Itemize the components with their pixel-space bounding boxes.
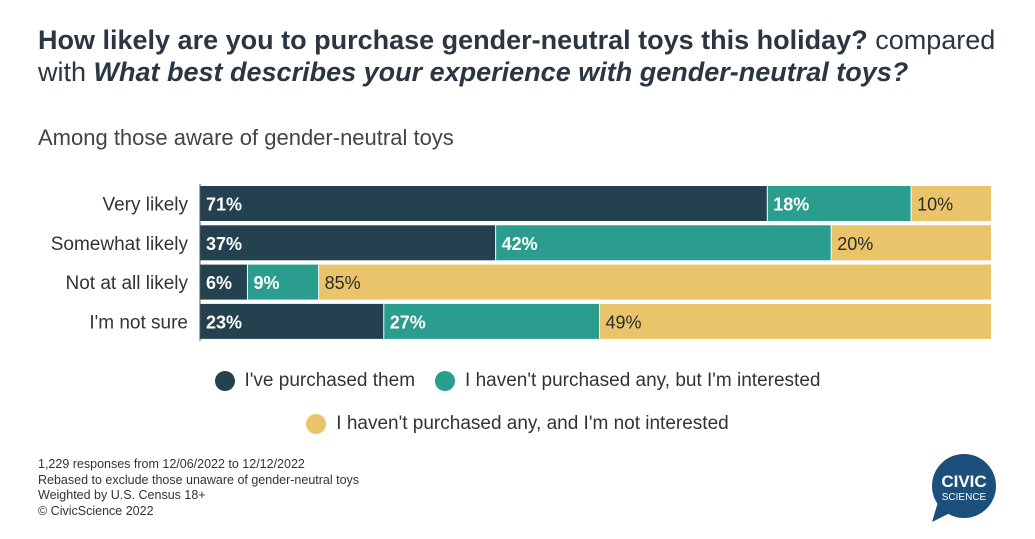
category-label: Somewhat likely <box>51 234 189 255</box>
bar-segment-not-interested <box>599 303 991 339</box>
bar-segment-interested <box>495 225 832 261</box>
civicscience-logo: CIVIC SCIENCE <box>932 454 996 522</box>
data-label-not-interested: 20% <box>837 234 873 254</box>
footnote-copyright: © CivicScience 2022 <box>38 503 154 518</box>
data-label-interested: 18% <box>773 195 809 215</box>
legend-label-not-interested: I haven't purchased any, and I'm not int… <box>336 413 729 434</box>
legend-dot-purchased <box>214 371 235 391</box>
data-label-purchased: 23% <box>206 312 242 332</box>
title-question-1: How likely are you to purchase gender-ne… <box>38 25 868 55</box>
chart-subtitle: Among those aware of gender-neutral toys <box>38 125 454 150</box>
logo-bubble <box>932 454 996 518</box>
category-label: Not at all likely <box>66 273 189 294</box>
bar-segment-purchased <box>200 264 248 300</box>
legend-item-purchased: I've purchased them <box>214 370 416 392</box>
bar-segment-not-interested <box>318 264 991 300</box>
chart-title: How likely are you to purchase gender-ne… <box>38 24 998 88</box>
legend-row-1: I've purchased them I haven't purchased … <box>0 370 1035 392</box>
title-connector: compared with <box>38 25 996 87</box>
legend-row-2: I haven't purchased any, and I'm not int… <box>0 413 1035 435</box>
data-label-purchased: 71% <box>206 195 242 215</box>
bar-segment-not-interested <box>911 186 991 221</box>
bar-segment-interested <box>767 186 912 221</box>
bar-segment-not-interested <box>831 225 991 261</box>
footnote-rebased: Rebased to exclude those unaware of gend… <box>38 472 360 487</box>
data-label-interested: 27% <box>390 312 426 332</box>
data-label-not-interested: 49% <box>605 312 641 332</box>
bar-segment-purchased <box>200 303 384 339</box>
bar-segment-purchased <box>200 186 768 221</box>
data-label-purchased: 37% <box>206 234 242 254</box>
data-label-purchased: 6% <box>206 273 232 293</box>
bar-segment-purchased <box>200 225 496 261</box>
stacked-bar-chart: Very likely 71% 18% 10% Somewhat likely 37% 42… <box>51 184 991 341</box>
category-label: Very likely <box>102 195 188 216</box>
legend-item-interested: I haven't purchased any, but I'm interes… <box>435 370 820 392</box>
bar-segment-interested <box>247 264 319 300</box>
legend-dot-interested <box>435 371 456 391</box>
logo-bubble-tail <box>932 502 952 522</box>
data-label-not-interested: 10% <box>917 195 953 215</box>
logo-text-science: SCIENCE <box>942 492 987 503</box>
legend-label-interested: I haven't purchased any, but I'm interes… <box>465 370 821 391</box>
data-label-interested: 9% <box>253 273 279 293</box>
legend-dot-not-interested <box>306 414 327 434</box>
category-label: I'm not sure <box>89 312 188 333</box>
data-label-interested: 42% <box>502 234 538 254</box>
legend-label-purchased: I've purchased them <box>244 370 416 391</box>
bar-segment-interested <box>383 303 600 339</box>
footnote-responses: 1,229 responses from 12/06/2022 to 12/12… <box>38 457 305 471</box>
title-question-2: What best describes your experience with… <box>93 57 909 87</box>
legend-item-not-interested: I haven't purchased any, and I'm not int… <box>306 413 729 435</box>
logo-text-civic: CIVIC <box>941 472 986 491</box>
footnotes: 1,229 responses from 12/06/2022 to 12/12… <box>38 457 359 519</box>
footnote-weighted: Weighted by U.S. Census 18+ <box>38 488 206 502</box>
data-label-not-interested: 85% <box>325 273 361 293</box>
